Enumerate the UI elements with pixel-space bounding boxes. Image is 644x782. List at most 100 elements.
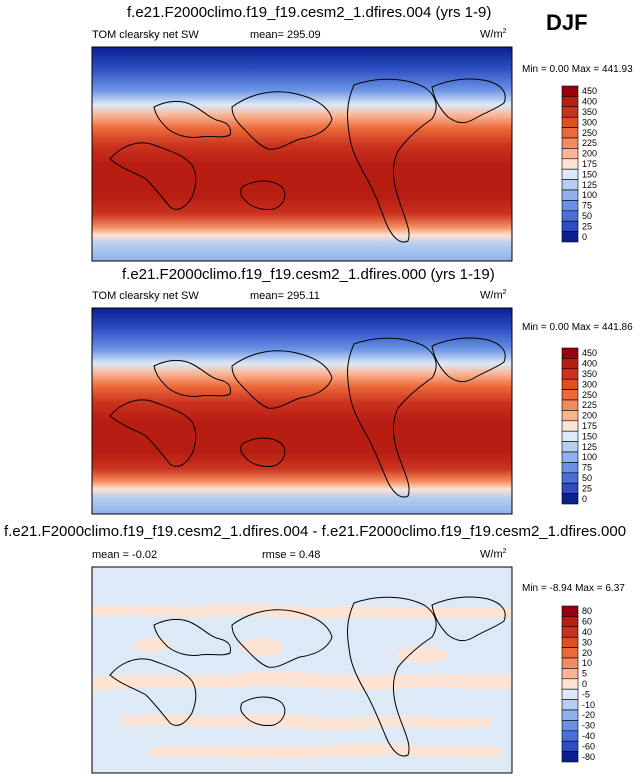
units-exponent: 2	[502, 28, 507, 35]
colorbar-swatch	[561, 368, 579, 380]
colorbar-swatch	[561, 688, 579, 700]
colorbar-tick-label: -20	[582, 710, 595, 720]
colorbar-swatch	[561, 378, 579, 390]
panel-1-map	[91, 46, 513, 262]
colorbar-tick-label: 40	[582, 627, 592, 637]
colorbar-tick-label: 150	[582, 431, 597, 441]
panel-1-units: W/m2	[480, 28, 507, 41]
colorbar-swatch	[561, 451, 579, 463]
panel-3-units: W/m2	[480, 548, 507, 561]
colorbar-swatch	[561, 220, 579, 232]
map-frame	[91, 307, 513, 515]
colorbar-swatch	[561, 420, 579, 432]
colorbar-tick-label: 50	[582, 211, 592, 221]
panel-1-minmax: Min = 0.00 Max = 441.93	[522, 64, 633, 75]
colorbar-tick-label: 250	[582, 390, 597, 400]
panel-1-title: f.e21.F2000climo.f19_f19.cesm2_1.dfires.…	[127, 4, 492, 21]
positive-anomaly-patches	[92, 603, 512, 759]
colorbar-swatch	[561, 158, 579, 170]
map-frame	[91, 46, 513, 262]
colorbar-tick-label: 250	[582, 128, 597, 138]
colorbar-swatch	[561, 636, 579, 648]
colorbar-tick-label: 175	[582, 421, 597, 431]
colorbar-tick-label: 350	[582, 369, 597, 379]
colorbar-tick-label: 175	[582, 159, 597, 169]
colorbar-tick-label: -5	[582, 689, 590, 699]
colorbar-tick-label: -30	[582, 721, 595, 731]
season-label: DJF	[546, 10, 588, 35]
map-frame	[91, 566, 513, 774]
colorbar-tick-label: 300	[582, 117, 597, 127]
colorbar-tick-label: 0	[582, 232, 587, 242]
colorbar-swatch	[561, 647, 579, 659]
colorbar-swatch	[561, 85, 579, 97]
colorbar-tick-label: 10	[582, 658, 592, 668]
colorbar-swatch	[561, 96, 579, 108]
colorbar-swatch	[561, 137, 579, 149]
colorbar-swatch	[561, 441, 579, 453]
colorbar-tick-label: 100	[582, 452, 597, 462]
colorbar-tick-label: 150	[582, 169, 597, 179]
colorbar-swatch	[561, 106, 579, 118]
colorbar-swatch	[561, 472, 579, 484]
colorbar-tick-label: -60	[582, 741, 595, 751]
colorbar-swatch	[561, 189, 579, 201]
colorbar-tick-label: 100	[582, 190, 597, 200]
panel-3-rmse-label: rmse = 0.48	[262, 549, 321, 561]
panel-1-mean-label: mean= 295.09	[250, 29, 321, 41]
colorbar-swatch	[561, 358, 579, 370]
panel-1-field-label: TOM clearsky net SW	[92, 29, 199, 41]
colorbar-tick-label: 300	[582, 379, 597, 389]
colorbar-tick-label: 450	[582, 86, 597, 96]
colorbar-swatch	[561, 210, 579, 222]
units-exponent: 2	[502, 289, 507, 296]
colorbar-swatch	[561, 493, 579, 505]
colorbar-swatch	[561, 347, 579, 359]
colorbar-swatch	[561, 127, 579, 139]
colorbar-swatch	[561, 709, 579, 721]
panel-2-units: W/m2	[480, 289, 507, 302]
panel-2-title: f.e21.F2000climo.f19_f19.cesm2_1.dfires.…	[122, 266, 495, 283]
panel-2-mean-label: mean= 295.11	[250, 290, 320, 302]
colorbar-tick-label: 125	[582, 180, 597, 190]
colorbar-tick-label: 200	[582, 411, 597, 421]
colorbar-tick-label: -10	[582, 700, 595, 710]
field-fill	[92, 308, 512, 514]
colorbar-tick-label: 400	[582, 97, 597, 107]
colorbar-swatch	[561, 730, 579, 742]
panel-3-minmax: Min = -8.94 Max = 6.37	[522, 583, 625, 594]
panel-3-map	[91, 566, 513, 774]
colorbar-swatch	[561, 399, 579, 411]
colorbar-tick-label: 80	[582, 606, 592, 616]
panel-3-title: f.e21.F2000climo.f19_f19.cesm2_1.dfires.…	[4, 523, 627, 540]
panel-2-map	[91, 307, 513, 515]
colorbar-tick-label: 75	[582, 201, 592, 211]
coastlines	[109, 337, 506, 498]
panel-2-field-label: TOM clearsky net SW	[92, 290, 199, 302]
colorbar-swatch	[561, 179, 579, 191]
units-base: W/m	[480, 28, 503, 41]
colorbar-swatch	[561, 699, 579, 711]
colorbar-tick-label: 125	[582, 442, 597, 452]
colorbar-tick-label: 30	[582, 637, 592, 647]
colorbar-tick-label: -40	[582, 731, 595, 741]
colorbar-swatch	[561, 657, 579, 669]
colorbar-tick-label: 450	[582, 348, 597, 358]
coastlines	[109, 78, 506, 243]
colorbar-tick-label: 200	[582, 149, 597, 159]
colorbar-tick-label: -80	[582, 752, 595, 762]
colorbar-tick-label: 50	[582, 473, 592, 483]
units-base: W/m	[480, 548, 503, 561]
units-base: W/m	[480, 289, 503, 302]
colorbar-tick-label: 400	[582, 359, 597, 369]
colorbar-swatch	[561, 751, 579, 763]
colorbar-tick-label: 350	[582, 107, 597, 117]
colorbar-swatch	[561, 148, 579, 160]
colorbar-swatch	[561, 116, 579, 128]
colorbar-tick-label: 0	[582, 679, 587, 689]
coastlines	[109, 596, 506, 757]
colorbar-tick-label: 25	[582, 221, 592, 231]
colorbar-tick-label: 225	[582, 138, 597, 148]
colorbar-tick-label: 5	[582, 669, 587, 679]
